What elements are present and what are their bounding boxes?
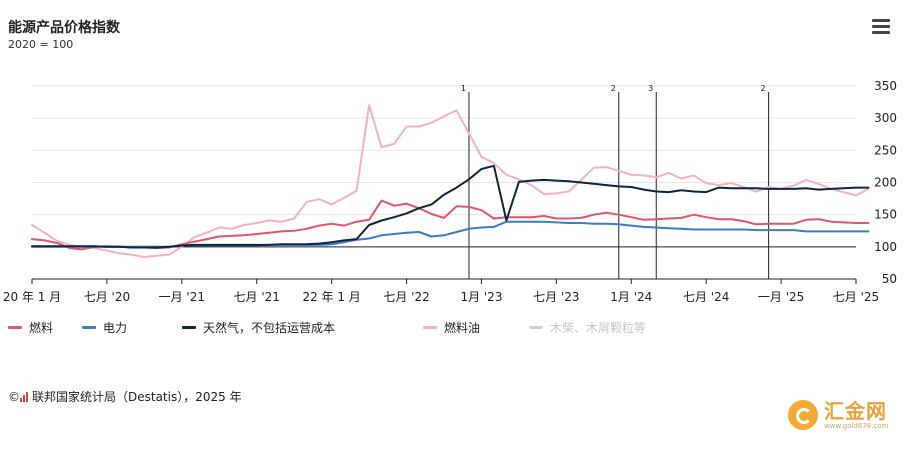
legend-label-fuel: 燃料 (29, 321, 54, 335)
legend-swatch-gas (182, 326, 196, 329)
legend-swatch-wood (529, 326, 543, 329)
x-tick-label: 七月 '25 (833, 290, 879, 304)
watermark-logo-icon (788, 400, 818, 430)
y-tick-label: 250 (874, 143, 897, 157)
legend-swatch-fuel (8, 326, 22, 329)
legend-item-gas[interactable]: 天然气，不包括运营成本 (182, 319, 335, 336)
copyright-symbol: © (8, 389, 20, 404)
x-tick-label: 一月 '25 (758, 290, 804, 304)
legend-swatch-heating-oil (423, 326, 437, 329)
x-tick-label: 1月 '23 (460, 290, 502, 304)
watermark-name: 汇金网 (824, 399, 887, 423)
annotation-label: 2 (761, 84, 766, 93)
x-tick-label: 七月 '24 (683, 290, 729, 304)
x-tick-label: 22 年 1 月 (302, 290, 360, 304)
y-tick-label: 100 (874, 240, 897, 254)
chart-menu-button[interactable] (872, 19, 890, 35)
legend-label-heating-oil: 燃料油 (444, 321, 481, 335)
annotation-label: 2 (611, 84, 616, 93)
destatis-logo-icon (20, 391, 29, 402)
source-text: 联邦国家统计局（Destatis），2025 年 (32, 390, 242, 404)
watermark: 汇金网 www.gold678.com (788, 400, 888, 430)
line-chart: 50 100 150 200 250 300 350 20 年 1 月 七月 '20 一月 '21… (3, 79, 897, 304)
y-tick-label: 50 (882, 272, 897, 286)
x-tick-label: 七月 '22 (383, 290, 429, 304)
legend-label-electricity: 电力 (103, 321, 128, 335)
y-tick-label: 350 (874, 79, 897, 93)
series-line-2 (31, 164, 870, 249)
legend-label-gas: 天然气，不包括运营成本 (203, 321, 336, 335)
legend-item-wood[interactable]: 木柴、木屑颗粒等 (529, 319, 646, 336)
y-tick-label: 150 (874, 208, 897, 222)
watermark-url: www.gold678.com (824, 422, 889, 430)
chart-legend: 燃料 电力 天然气，不包括运营成本 燃料油 木柴、木屑颗粒等 (0, 319, 909, 335)
x-tick-label: 20 年 1 月 (3, 290, 61, 304)
x-tick-label: 七月 '20 (84, 290, 130, 304)
legend-swatch-electricity (82, 326, 96, 329)
chart-title: 能源产品价格指数 (8, 20, 120, 36)
series-line-0 (31, 199, 870, 251)
series-line-1 (31, 220, 870, 248)
legend-item-fuel[interactable]: 燃料 (8, 319, 53, 336)
x-tick-label: 1月 '24 (610, 290, 652, 304)
y-tick-label: 300 (874, 111, 897, 125)
source-credit: © 联邦国家统计局（Destatis），2025 年 (8, 388, 242, 405)
x-tick-label: 一月 '21 (159, 290, 205, 304)
y-tick-label: 200 (874, 176, 897, 190)
legend-item-heating-oil[interactable]: 燃料油 (423, 319, 480, 336)
menu-icon-bar (872, 31, 890, 34)
annotation-label: 1 (461, 84, 466, 93)
legend-item-electricity[interactable]: 电力 (82, 319, 127, 336)
annotation-label: 3 (648, 84, 653, 93)
legend-label-wood: 木柴、木屑颗粒等 (550, 321, 647, 335)
x-tick-label: 七月 '23 (533, 290, 579, 304)
series-line-3 (31, 104, 870, 259)
x-tick-label: 七月 '21 (234, 290, 280, 304)
chart-subtitle: 2020 = 100 (8, 38, 74, 51)
menu-icon-bar (872, 25, 890, 28)
menu-icon-bar (872, 19, 890, 22)
